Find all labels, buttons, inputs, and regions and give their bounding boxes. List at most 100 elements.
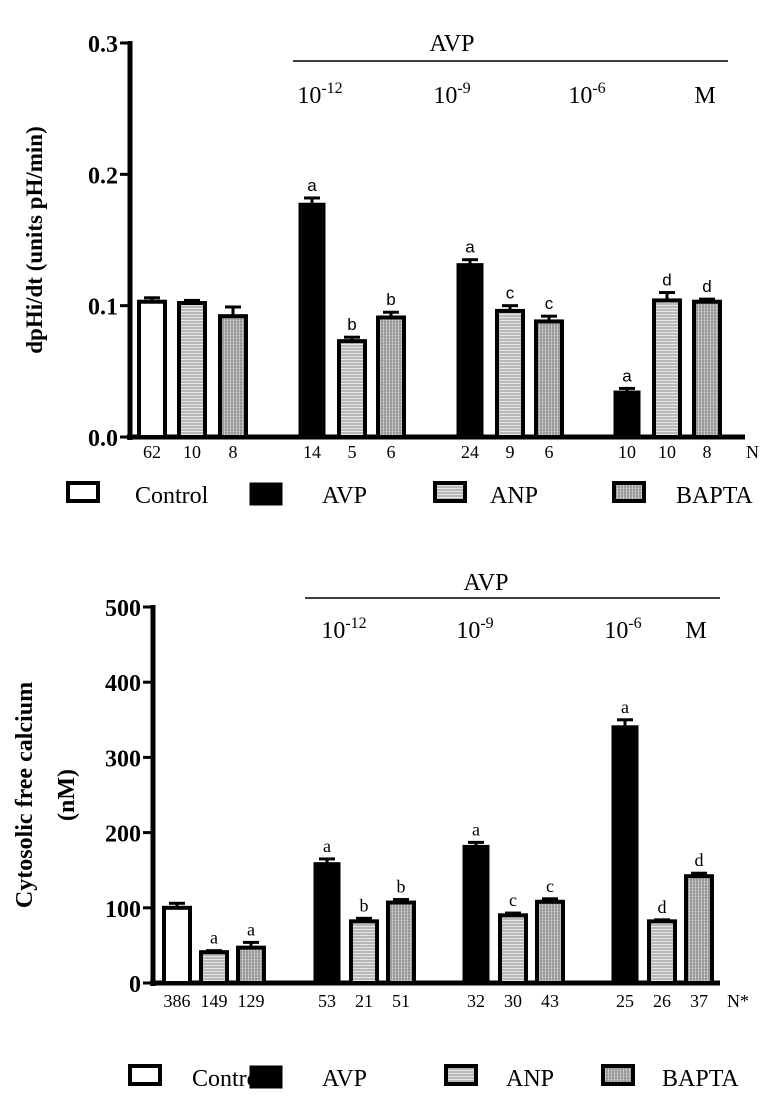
concentration-label: 10-12 (297, 80, 342, 109)
bar-bapta (684, 874, 714, 985)
legend-swatch-anp (433, 481, 467, 503)
significance-letter: a (323, 836, 331, 856)
significance-letter: b (386, 290, 395, 309)
concentration-label: 10-12 (321, 615, 366, 644)
concentration-label: 10-9 (433, 80, 470, 109)
y-axis-label: dpHi/dt (units pH/min) (22, 126, 47, 354)
significance-letter: b (347, 315, 356, 334)
bar-avp (611, 725, 639, 984)
n-label: 5 (348, 442, 357, 462)
n-label: 32 (467, 991, 485, 1011)
bar-bapta (376, 315, 406, 439)
bar-bapta (535, 899, 565, 985)
significance-letter: a (472, 819, 480, 839)
legend-label-anp: ANP (506, 1066, 554, 1092)
bar-control (162, 905, 192, 985)
legend-swatch-avp (249, 1065, 283, 1089)
bar-avp (462, 844, 490, 984)
significance-letter: d (662, 271, 671, 290)
n-label: 51 (392, 991, 410, 1011)
legend-label-avp: AVP (322, 483, 367, 509)
y-axis-label-unit: (nM) (54, 769, 80, 821)
bar-avp (298, 202, 326, 438)
y-tick-label: 0.1 (88, 295, 118, 321)
significance-letter: d (658, 897, 667, 917)
significance-letter: c (506, 284, 515, 303)
n-label: 43 (541, 991, 559, 1011)
n-label: 26 (653, 991, 671, 1011)
y-tick-label: 400 (105, 671, 141, 697)
bar-bapta (692, 299, 722, 439)
group-header-label: AVP (430, 31, 475, 57)
bar-anp (177, 301, 207, 440)
legend-swatch-control (66, 481, 100, 503)
significance-letter: b (397, 877, 406, 897)
n-label: 10 (658, 442, 676, 462)
concentration-label: 10-6 (568, 80, 605, 109)
significance-letter: c (509, 890, 517, 910)
n-label: 10 (183, 442, 201, 462)
significance-letter: a (622, 366, 632, 385)
n-label: 8 (703, 442, 712, 462)
y-tick-label: 0.3 (88, 32, 118, 58)
legend-swatch-anp (444, 1064, 478, 1086)
legend-label-control: Control (135, 483, 209, 509)
significance-letter: a (465, 238, 475, 257)
legend-swatch-bapta (601, 1064, 635, 1086)
concentration-label: 10-6 (604, 615, 641, 644)
bar-anp (652, 298, 682, 439)
y-tick-label: 0.0 (88, 426, 118, 452)
significance-letter: c (545, 294, 554, 313)
bar-avp (456, 263, 484, 438)
legend-label-bapta: BAPTA (662, 1066, 739, 1092)
bar-bapta (218, 314, 248, 440)
bar-anp (498, 913, 528, 986)
y-tick-label: 0 (129, 972, 141, 998)
significance-letter: d (695, 850, 704, 870)
legend-swatch-bapta (612, 481, 646, 503)
n-label: 8 (229, 442, 238, 462)
n-label: 386 (164, 991, 191, 1011)
n-label: 14 (303, 442, 321, 462)
n-label: 10 (618, 442, 636, 462)
n-label: 149 (201, 991, 228, 1011)
legend-swatch-avp (249, 482, 283, 506)
bar-avp (613, 390, 641, 438)
unit-label: M (694, 83, 715, 109)
y-tick-label: 500 (105, 596, 141, 622)
n-label: 62 (143, 442, 161, 462)
n-label: 6 (545, 442, 554, 462)
n-label: 30 (504, 991, 522, 1011)
bar-anp (647, 919, 677, 985)
n-label: 53 (318, 991, 336, 1011)
n-label: 6 (387, 442, 396, 462)
y-tick-label: 0.2 (88, 163, 118, 189)
significance-letter: a (621, 697, 629, 717)
bar-anp (337, 339, 367, 440)
significance-letter: a (307, 176, 317, 195)
concentration-label: 10-9 (456, 615, 493, 644)
n-label: 129 (238, 991, 265, 1011)
chart-calcium: 0 100 200 300 400 500 Cytosolic free calcium (n… (12, 570, 749, 1092)
legend-label-anp: ANP (490, 483, 538, 509)
bar-bapta (386, 900, 416, 986)
n-label: 9 (506, 442, 515, 462)
significance-letter: a (247, 919, 255, 939)
legend-label-bapta: BAPTA (676, 483, 753, 509)
bar-bapta (534, 319, 564, 439)
y-tick-label: 300 (105, 746, 141, 772)
bar-anp (495, 308, 525, 440)
n-axis-label: N* (727, 991, 749, 1011)
significance-letter: a (210, 928, 218, 948)
n-label: 21 (355, 991, 373, 1011)
chart-dphi: 0.0 0.1 0.2 0.3 dpHi/dt (units pH/min) AVP 10-… (22, 31, 759, 509)
unit-label: M (685, 618, 706, 644)
bar-bapta (236, 945, 266, 986)
legend-label-avp: AVP (322, 1066, 367, 1092)
n-label: 37 (690, 991, 708, 1011)
y-axis-label: Cytosolic free calcium (12, 682, 38, 908)
significance-letter: c (546, 876, 554, 896)
y-tick-label: 100 (105, 897, 141, 923)
significance-letter: b (360, 895, 369, 915)
